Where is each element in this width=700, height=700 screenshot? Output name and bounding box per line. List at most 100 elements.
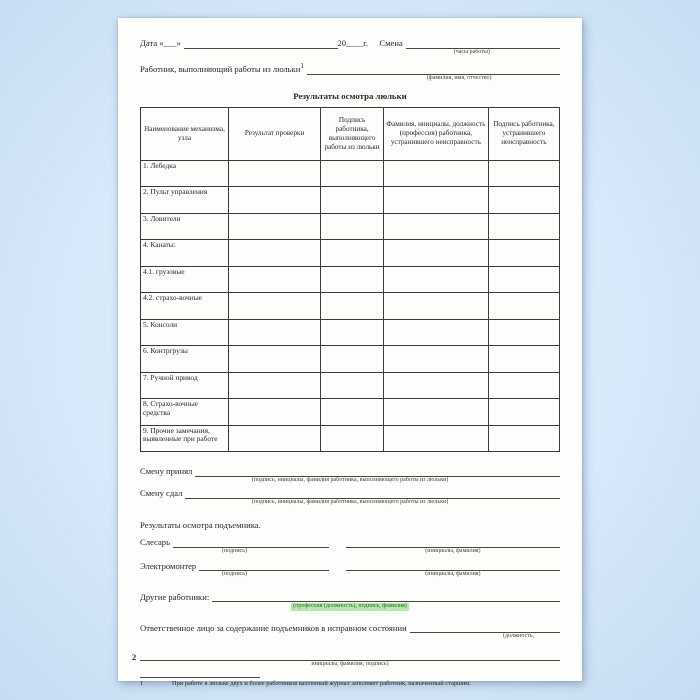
table-title: Результаты осмотра люльки xyxy=(293,90,407,101)
shift-handed-label: Смену сдал xyxy=(140,488,183,499)
table-row: 5. Консоли xyxy=(140,318,561,347)
date-shift-row: Дата «___» 20____г. Смена xyxy=(140,38,560,49)
cell-result xyxy=(227,424,322,453)
mechanic-initials-caption: (инициалы, фамилия) xyxy=(425,547,481,554)
table-row: 4.1. грузовые xyxy=(140,265,561,294)
mechanic-label: Слесарь xyxy=(140,536,170,547)
cell-fixer-details xyxy=(383,186,489,214)
mechanic-name-line xyxy=(345,538,560,548)
other-workers-blank-line xyxy=(212,592,560,603)
col-header-fixer-signature: Подпись работника, устранившего неисправ… xyxy=(487,106,561,161)
table-row: 6. Контргрузы xyxy=(140,345,561,373)
worker-row: Работник, выполняющий работы из люльки1 xyxy=(140,62,560,75)
shift-accepted-row: Смену принял xyxy=(140,466,560,477)
cell-fixer-signature xyxy=(487,424,561,453)
row-label: 4.2. страхо-вочные xyxy=(140,292,229,320)
mechanic-signature-caption: (подпись) xyxy=(222,547,247,554)
cell-fixer-signature xyxy=(487,212,561,241)
shift-field: Смена xyxy=(379,38,560,49)
cell-worker-signature xyxy=(320,424,384,453)
electrician-signature-caption: (подпись) xyxy=(222,571,247,578)
responsible-person-blank-line xyxy=(409,623,560,634)
inspection-table-body: 1. Лебедка 2. Пульт управления 3. Ловители… xyxy=(140,159,561,453)
cell-fixer-signature xyxy=(487,398,561,426)
shift-handed-blank-line xyxy=(185,489,560,499)
electrician-signature-field: Электромонтер xyxy=(140,561,329,572)
cell-fixer-details xyxy=(383,424,489,453)
responsible-person-label: Ответственное лицо за содержание подъемн… xyxy=(140,622,407,633)
cell-fixer-signature xyxy=(487,345,561,373)
cell-fixer-signature xyxy=(487,292,561,320)
electrician-label: Электромонтер xyxy=(140,560,197,571)
table-row: 1. Лебедка xyxy=(140,159,561,188)
mechanic-captions: (подпись) (инициалы, фамилия) xyxy=(140,548,560,555)
footnote-ref-mark: 1 xyxy=(300,61,304,70)
mechanic-name-field xyxy=(345,538,560,548)
electrician-initials-caption: (инициалы, фамилия) xyxy=(425,571,481,578)
other-workers-label: Другие работники: xyxy=(140,591,210,602)
document-page: Дата «___» 20____г. Смена (часы работы) … xyxy=(118,18,582,687)
inspection-table-header: Наименование механизма, узла Результат п… xyxy=(140,106,561,161)
cell-result xyxy=(227,345,322,373)
cell-fixer-details xyxy=(383,292,489,320)
row-label: 9. Прочие замечания, выявленные при рабо… xyxy=(140,424,229,453)
cell-fixer-details xyxy=(383,318,489,347)
cell-fixer-signature xyxy=(487,186,561,214)
worker-blank-line xyxy=(306,65,560,75)
year-label: 20____г. xyxy=(337,38,369,48)
cell-fixer-signature xyxy=(487,371,561,400)
cell-fixer-details xyxy=(383,371,489,400)
cell-worker-signature xyxy=(320,212,384,241)
other-workers-caption-row: (профессия (должность), подпись, фамилия… xyxy=(140,603,560,611)
cell-result xyxy=(227,265,322,294)
responsible-caption-position: (должность, xyxy=(503,633,534,640)
cell-worker-signature xyxy=(320,398,384,426)
electrician-row: Электромонтер xyxy=(140,561,560,572)
responsible-second-blank-line xyxy=(140,651,560,662)
footnote-separator xyxy=(140,676,260,678)
cell-worker-signature xyxy=(320,318,384,347)
row-label: 7. Ручной привод xyxy=(140,371,229,400)
cell-result xyxy=(227,292,322,320)
cell-fixer-signature xyxy=(487,159,561,188)
col-header-result: Результат проверки xyxy=(227,106,322,161)
cell-fixer-details xyxy=(383,398,489,426)
cell-worker-signature xyxy=(320,292,384,320)
cell-worker-signature xyxy=(320,239,384,267)
cell-result xyxy=(227,318,322,347)
table-row: 3. Ловители xyxy=(140,212,561,241)
table-row: 4.2. страхо-вочные xyxy=(140,292,561,320)
cell-worker-signature xyxy=(320,186,384,214)
cell-fixer-signature xyxy=(487,318,561,347)
cell-result xyxy=(227,159,322,188)
form-content: Дата «___» 20____г. Смена (часы работы) … xyxy=(140,38,561,688)
footnote: 1 При работе в люльке двух и более работ… xyxy=(140,680,560,688)
row-label: 6. Контргрузы xyxy=(140,345,229,373)
footnote-mark: 1 xyxy=(140,679,144,687)
cell-fixer-signature xyxy=(487,265,561,294)
mechanic-row: Слесарь xyxy=(140,537,560,548)
electrician-name-line xyxy=(345,561,560,572)
col-header-worker-signature: Подпись работника, выполняющего работы и… xyxy=(320,106,384,161)
row-label: 1. Лебедка xyxy=(140,159,229,188)
shift-label: Смена xyxy=(379,38,403,48)
cell-worker-signature xyxy=(320,265,384,294)
cell-worker-signature xyxy=(320,371,384,400)
mechanic-signature-line xyxy=(173,538,329,548)
inspection-table: Наименование механизма, узла Результат п… xyxy=(140,106,561,453)
cell-fixer-signature xyxy=(487,239,561,267)
table-row: 7. Ручной привод xyxy=(140,371,561,400)
row-label: 8. Страхо-вочные средства xyxy=(140,398,229,426)
row-label: 4. Канаты: xyxy=(140,239,229,267)
row-label: 2. Пульт управления xyxy=(140,186,229,214)
date-field: Дата «___» 20____г. xyxy=(140,38,371,49)
cell-worker-signature xyxy=(320,345,384,373)
table-row: 4. Канаты: xyxy=(140,239,561,267)
cell-fixer-details xyxy=(383,265,489,294)
shift-handed-caption: (подпись, инициалы, фамилия работника, в… xyxy=(251,498,449,505)
row-label: 3. Ловители xyxy=(140,212,229,241)
table-row: 9. Прочие замечания, выявленные при рабо… xyxy=(140,424,561,453)
cell-result xyxy=(227,239,322,267)
shift-blank-line xyxy=(405,39,560,49)
shift-accepted-caption: (подпись, инициалы, фамилия работника, в… xyxy=(251,476,449,483)
